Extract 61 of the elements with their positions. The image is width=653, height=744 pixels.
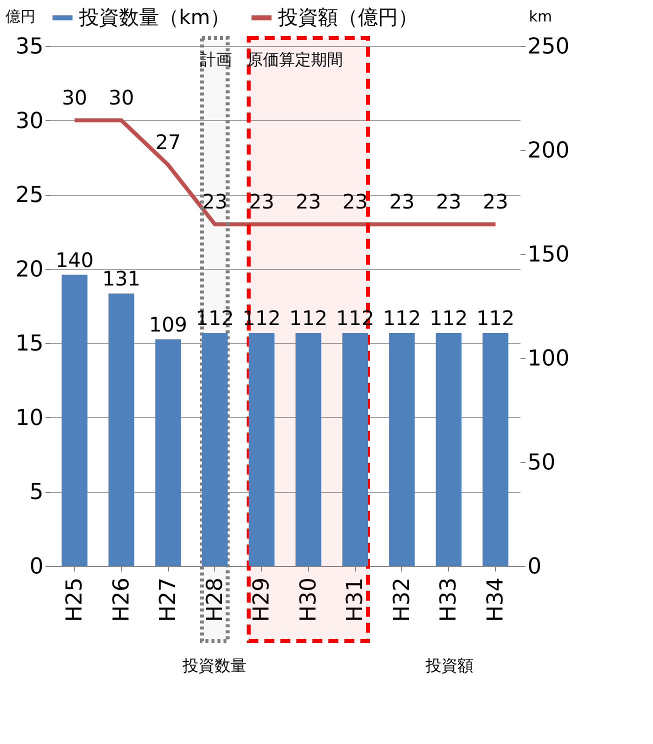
data-label: 23: [436, 189, 462, 214]
x-tick-label: H34: [483, 578, 508, 622]
y2-axis-title: km: [528, 8, 552, 26]
y-tick-label: 15: [16, 332, 44, 357]
bar: [389, 333, 415, 566]
bar: [248, 333, 274, 566]
data-label: 23: [248, 189, 274, 214]
data-label: 112: [336, 306, 374, 330]
data-label: 112: [430, 306, 468, 330]
y2-tick-label: 250: [528, 34, 570, 60]
bar: [342, 333, 368, 566]
y-tick-label: 35: [16, 34, 44, 60]
data-label: 23: [482, 189, 508, 214]
x-tick-label: H31: [343, 578, 368, 622]
y-tick-label: 30: [16, 108, 44, 134]
band-label: 計画: [200, 50, 232, 69]
data-label: 30: [108, 85, 134, 110]
legend-label: 投資額（億円）: [277, 4, 418, 29]
x-tick-label: H29: [250, 578, 275, 622]
y2-tick-label: 150: [528, 242, 570, 268]
bar: [155, 339, 181, 566]
x-tick-label: H25: [62, 578, 88, 622]
data-label: 112: [382, 306, 422, 330]
data-label: 112: [289, 306, 328, 330]
y-tick-label: 0: [30, 554, 44, 580]
data-label: 131: [102, 266, 140, 291]
y-axis-title: 億円: [6, 8, 36, 26]
x-tick-label: H33: [436, 578, 462, 622]
legend-label: 投資数量（km）: [78, 4, 230, 29]
data-label: 23: [389, 189, 415, 214]
data-label: 23: [202, 189, 228, 214]
y2-tick-label: 200: [528, 138, 570, 164]
x-tick-label: H30: [296, 578, 322, 622]
bar: [108, 294, 134, 566]
x-tick-label: H26: [109, 578, 134, 622]
data-label: 112: [196, 306, 234, 330]
text: 投資数量: [182, 656, 246, 675]
data-label: 23: [342, 189, 368, 214]
x-tick-label: H27: [156, 578, 182, 622]
y-tick-label: 20: [16, 257, 44, 282]
text: 投資額: [424, 656, 474, 675]
y2-tick-label: 50: [528, 450, 556, 476]
y-tick-label: 10: [16, 406, 44, 431]
data-label: 30: [62, 85, 88, 110]
data-label: 112: [242, 306, 281, 330]
bar: [482, 333, 508, 566]
y2-tick-label: 100: [528, 346, 570, 372]
data-label: 109: [148, 312, 188, 336]
band-label: 原価算定期間: [246, 50, 343, 69]
y-tick-label: 5: [30, 480, 44, 506]
data-label: 27: [155, 130, 181, 154]
bar: [436, 333, 462, 566]
bar: [296, 333, 322, 566]
y-tick-label: 25: [16, 183, 44, 208]
data-label: 23: [296, 189, 322, 214]
bar: [62, 274, 88, 566]
x-tick-label: H32: [390, 578, 415, 622]
data-label: 140: [55, 248, 94, 272]
y2-tick-label: 0: [528, 554, 542, 580]
x-tick-label: H28: [202, 578, 228, 622]
data-label: 112: [476, 306, 515, 330]
